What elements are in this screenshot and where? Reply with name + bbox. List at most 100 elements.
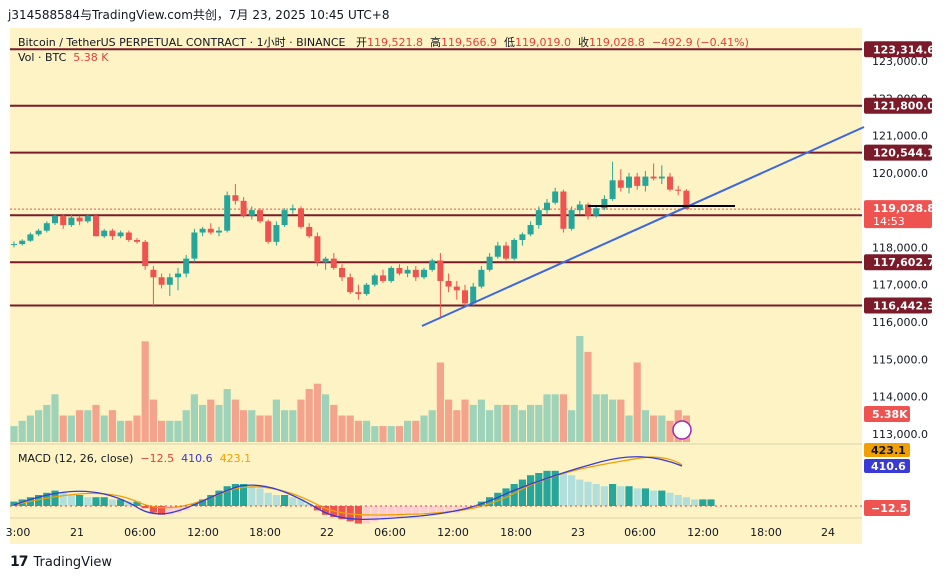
volume-bar xyxy=(215,404,223,442)
volume-bar xyxy=(158,420,166,442)
macd-histogram-bar xyxy=(625,486,633,506)
volume-legend: Vol · BTC 5.38 K xyxy=(18,51,108,64)
candle-body xyxy=(642,176,649,186)
macd-label: MACD (12, 26, close) xyxy=(18,452,134,465)
candle-body xyxy=(216,230,222,233)
volume-bar xyxy=(240,410,248,442)
macd-histogram-bar xyxy=(518,479,526,506)
level-price-tag xyxy=(864,297,932,314)
level-price-tag xyxy=(864,144,932,161)
macd-histogram-bar xyxy=(420,506,428,513)
volume-bar xyxy=(502,404,510,442)
candle-body xyxy=(675,189,682,191)
macd-histogram-bar xyxy=(51,490,59,506)
macd-line-tag xyxy=(864,459,910,473)
macd-histogram-bar xyxy=(395,506,403,517)
macd-signal-tag-label: 423.1 xyxy=(871,444,906,457)
volume-bar xyxy=(199,404,207,442)
candle-body xyxy=(503,245,509,259)
macd-histogram-bar xyxy=(231,484,239,506)
symbol-legend: Bitcoin / TetherUS PERPETUAL CONTRACT · … xyxy=(18,34,749,50)
volume-bar xyxy=(76,410,84,442)
level-price-tag-label: 117,602.7 xyxy=(873,256,935,269)
high-value: 119,566.9 xyxy=(440,36,497,49)
volume-bar xyxy=(322,394,330,442)
time-tick-label: 23 xyxy=(571,526,585,539)
candle-body xyxy=(298,208,304,227)
volume-bar xyxy=(100,415,108,442)
macd-hist-tag-label: −12.5 xyxy=(871,502,907,515)
candle-body xyxy=(191,232,198,259)
macd-histogram-bar xyxy=(617,486,625,506)
time-tick-label: 18:00 xyxy=(500,526,532,539)
open-label: 开 xyxy=(355,36,367,49)
macd-histogram-bar xyxy=(67,495,75,506)
candle-body xyxy=(158,277,165,285)
macd-histogram-bar xyxy=(486,497,494,506)
candle-body xyxy=(535,210,542,226)
candle-body xyxy=(175,273,181,278)
macd-histogram-bar xyxy=(584,481,592,506)
time-tick-label: 18:00 xyxy=(249,526,281,539)
volume-bar xyxy=(346,415,354,442)
tradingview-logo-icon: 17 xyxy=(10,554,29,570)
volume-bar xyxy=(256,415,264,442)
candle-body xyxy=(544,202,550,211)
candle-body xyxy=(109,230,116,237)
macd-histogram-bar xyxy=(551,470,559,506)
volume-bar xyxy=(289,410,297,442)
volume-bar xyxy=(379,426,387,442)
macd-signal-value: 423.1 xyxy=(219,452,252,465)
macd-hist-value: −12.5 xyxy=(140,452,175,465)
price-tick-label: 117,000.0 xyxy=(872,279,928,292)
low-value: 119,019.0 xyxy=(514,36,571,49)
volume-bar xyxy=(231,399,239,442)
volume-bar xyxy=(149,399,157,442)
volume-bar xyxy=(117,420,125,442)
candle-body xyxy=(306,226,313,237)
macd-histogram-bar xyxy=(707,499,715,506)
candle-body xyxy=(232,195,239,201)
level-price-tag xyxy=(864,41,932,58)
time-tick-label: 06:00 xyxy=(624,526,656,539)
last-price-tag xyxy=(864,200,932,229)
candle-body xyxy=(330,258,337,268)
volume-bar xyxy=(625,415,633,442)
lightning-icon xyxy=(672,420,692,440)
volume-bar xyxy=(600,394,608,442)
footer-brand[interactable]: 17 TradingView xyxy=(10,554,112,570)
macd-histogram-bar xyxy=(436,506,444,513)
volume-bar xyxy=(633,362,641,442)
macd-histogram-bar xyxy=(248,486,256,506)
macd-histogram-bar xyxy=(174,506,182,513)
candle-body xyxy=(404,269,411,274)
macd-histogram-bar xyxy=(223,486,231,506)
macd-histogram-bar xyxy=(510,484,518,506)
macd-histogram-bar xyxy=(84,497,92,506)
candle-body xyxy=(150,269,157,278)
macd-histogram-bar xyxy=(387,506,395,517)
candle-body xyxy=(634,176,641,186)
macd-histogram-bar xyxy=(674,495,682,506)
candle-body xyxy=(35,230,42,235)
volume-bar xyxy=(428,410,436,442)
low-label: 低 xyxy=(503,36,515,49)
candle-body xyxy=(289,208,296,211)
level-price-tag-label: 120,544.1 xyxy=(873,147,935,160)
volume-bar xyxy=(461,399,469,442)
volume-bar xyxy=(281,410,289,442)
candle-body xyxy=(76,217,83,222)
volume-bar xyxy=(248,410,256,442)
volume-tag xyxy=(864,406,910,422)
macd-histogram-bar xyxy=(609,484,617,506)
level-price-tag-label: 116,442.3 xyxy=(873,300,935,313)
macd-histogram-bar xyxy=(199,499,207,506)
macd-histogram-bar xyxy=(305,503,313,506)
macd-histogram-bar xyxy=(289,497,297,506)
macd-histogram-bar xyxy=(600,486,608,506)
price-tick-label: 115,000.0 xyxy=(872,353,928,366)
candle-body xyxy=(552,191,559,203)
macd-histogram-bar xyxy=(650,490,658,506)
